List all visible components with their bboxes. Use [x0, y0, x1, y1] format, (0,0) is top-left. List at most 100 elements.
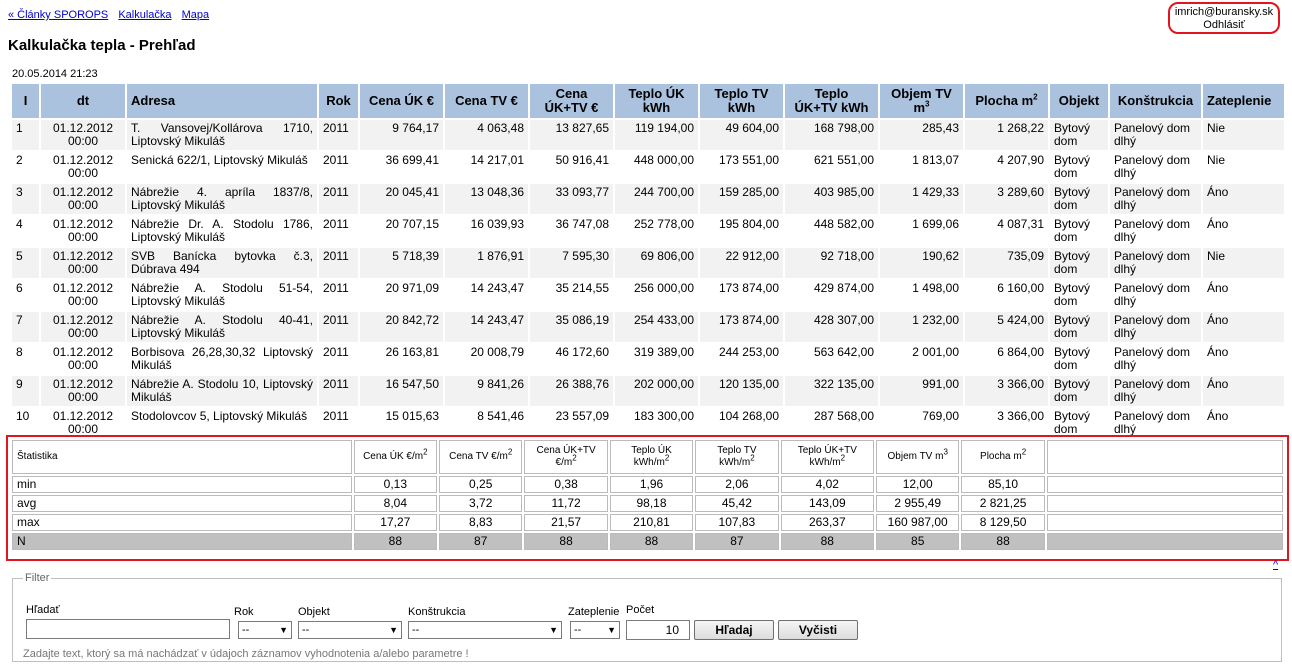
- cell-konstrukcia: Panelový dom dlhý: [1110, 280, 1201, 310]
- cell-adresa: Stodolovcov 5, Liptovský Mikuláš: [127, 408, 317, 438]
- cell-konstrukcia: Panelový dom dlhý: [1110, 184, 1201, 214]
- stat-row: N 88 87 88 88 87 88 85 88: [12, 533, 1283, 550]
- cell-zateplenie: Áno: [1203, 184, 1284, 214]
- cell-cena-uk: 20 045,41: [360, 184, 443, 214]
- konstrukcia-label: Konštrukcia: [408, 606, 466, 618]
- stat-plocha: 88: [961, 533, 1045, 550]
- cell-zateplenie: Áno: [1203, 344, 1284, 374]
- rok-label: Rok: [234, 606, 254, 618]
- stat-header-cena-uk: Cena ÚK €/m2: [353, 440, 438, 474]
- cell-teplo-tv: 120 135,00: [700, 376, 783, 406]
- nav-link-calculator[interactable]: Kalkulačka: [118, 9, 172, 21]
- cell-dt: 01.12.2012 00:00: [41, 120, 125, 150]
- cell-plocha: 3 366,00: [965, 376, 1048, 406]
- cell-adresa: Nábrežie Dr. A. Stodolu 1786, Liptovský …: [127, 216, 317, 246]
- col-header-plocha[interactable]: Plocha m2: [965, 84, 1048, 118]
- cell-cena-uk-tv: 35 214,55: [530, 280, 613, 310]
- stat-teplo-tv: 2,06: [695, 476, 779, 493]
- cell-adresa: Nábrežie A. Stodolu 10, Liptovský Mikulá…: [127, 376, 317, 406]
- cell-cena-tv: 1 876,91: [445, 248, 528, 278]
- cell-zateplenie: Nie: [1203, 248, 1284, 278]
- back-to-top-link[interactable]: ^: [1273, 559, 1279, 571]
- cell-i: 9: [12, 376, 39, 406]
- cell-i: 5: [12, 248, 39, 278]
- table-row: 10 01.12.2012 00:00 Stodolovcov 5, Liptovs…: [12, 408, 1284, 438]
- table-row: 2 01.12.2012 00:00 Senická 622/1, Liptovsk…: [12, 152, 1284, 182]
- filter-hint: Zadajte text, ktorý sa má nachádzať v úd…: [23, 648, 469, 660]
- cell-plocha: 6 864,00: [965, 344, 1048, 374]
- cell-objem-tv: 769,00: [880, 408, 963, 438]
- cell-cena-tv: 4 063,48: [445, 120, 528, 150]
- logout-link[interactable]: Odhlásiť: [1203, 19, 1245, 31]
- nav-link-map[interactable]: Mapa: [181, 9, 210, 21]
- stat-label: avg: [12, 495, 352, 512]
- objekt-select[interactable]: -- ▼: [298, 621, 402, 639]
- cell-rok: 2011: [319, 120, 358, 150]
- col-header-objekt[interactable]: Objekt: [1050, 84, 1108, 118]
- cell-rok: 2011: [319, 312, 358, 342]
- table-row: 6 01.12.2012 00:00 Nábrežie A. Stodolu 51-…: [12, 280, 1284, 310]
- col-header-teplo-uk-tv[interactable]: Teplo ÚK+TV kWh: [785, 84, 878, 118]
- cell-plocha: 5 424,00: [965, 312, 1048, 342]
- col-header-zateplenie[interactable]: Zateplenie: [1203, 84, 1284, 118]
- pocet-label: Počet: [626, 604, 655, 616]
- stat-teplo-uk: 98,18: [609, 495, 694, 512]
- stat-header-teplo-uk-tv: Teplo ÚK+TV kWh/m2: [780, 440, 875, 474]
- stat-teplo-uk-tv: 263,37: [780, 514, 875, 531]
- objekt-label: Objekt: [298, 606, 330, 618]
- rok-select[interactable]: -- ▼: [238, 621, 292, 639]
- stat-header-teplo-uk: Teplo ÚK kWh/m2: [609, 440, 694, 474]
- table-row: 5 01.12.2012 00:00 SVB Banícka bytovka č.3…: [12, 248, 1284, 278]
- zateplenie-chevron-down-icon: ▼: [607, 625, 616, 635]
- pocet-input[interactable]: [626, 620, 690, 640]
- zateplenie-select[interactable]: -- ▼: [570, 621, 620, 639]
- col-header-cena-uk-tv[interactable]: Cena ÚK+TV €: [530, 84, 613, 118]
- cell-cena-uk: 20 842,72: [360, 312, 443, 342]
- cell-dt: 01.12.2012 00:00: [41, 408, 125, 438]
- cell-zateplenie: Áno: [1203, 280, 1284, 310]
- cell-teplo-tv: 49 604,00: [700, 120, 783, 150]
- nav-link-articles[interactable]: « Články SPOROPS: [8, 9, 109, 21]
- stat-teplo-tv: 87: [695, 533, 779, 550]
- clear-button[interactable]: Vyčisti: [778, 620, 858, 640]
- cell-teplo-uk-tv: 448 582,00: [785, 216, 878, 246]
- page-title: Kalkulačka tepla - Prehľad: [8, 37, 196, 54]
- stat-objem-tv: 85: [876, 533, 960, 550]
- stat-header-empty: [1046, 440, 1283, 474]
- col-header-rok[interactable]: Rok: [319, 84, 358, 118]
- cell-cena-uk-tv: 13 827,65: [530, 120, 613, 150]
- filter-panel: Filter Hľadať Rok -- ▼ Objekt -- ▼ Konšt…: [12, 572, 1282, 662]
- col-header-konstrukcia[interactable]: Konštrukcia: [1110, 84, 1201, 118]
- cell-objem-tv: 1 429,33: [880, 184, 963, 214]
- cell-objekt: Bytový dom: [1050, 280, 1108, 310]
- stat-header-label: Štatistika: [12, 440, 352, 474]
- stat-objem-tv: 12,00: [876, 476, 960, 493]
- cell-adresa: SVB Banícka bytovka č.3, Dúbrava 494: [127, 248, 317, 278]
- cell-adresa: Senická 622/1, Liptovský Mikuláš: [127, 152, 317, 182]
- cell-objekt: Bytový dom: [1050, 152, 1108, 182]
- konstrukcia-select[interactable]: -- ▼: [408, 621, 562, 639]
- col-header-objem-tv[interactable]: Objem TV m3: [880, 84, 963, 118]
- cell-zateplenie: Áno: [1203, 216, 1284, 246]
- cell-cena-uk: 9 764,17: [360, 120, 443, 150]
- col-header-i[interactable]: I: [12, 84, 39, 118]
- cell-rok: 2011: [319, 216, 358, 246]
- search-input[interactable]: [26, 619, 230, 639]
- cell-cena-uk-tv: 46 172,60: [530, 344, 613, 374]
- cell-rok: 2011: [319, 184, 358, 214]
- stat-teplo-tv: 107,83: [695, 514, 779, 531]
- cell-cena-uk-tv: 50 916,41: [530, 152, 613, 182]
- col-header-cena-uk[interactable]: Cena ÚK €: [360, 84, 443, 118]
- stat-cena-tv: 8,83: [439, 514, 523, 531]
- top-nav: « Články SPOROPS Kalkulačka Mapa: [8, 9, 216, 21]
- cell-plocha: 735,09: [965, 248, 1048, 278]
- col-header-teplo-tv[interactable]: Teplo TV kWh: [700, 84, 783, 118]
- search-button[interactable]: Hľadaj: [694, 620, 774, 640]
- col-header-cena-tv[interactable]: Cena TV €: [445, 84, 528, 118]
- col-header-adresa[interactable]: Adresa: [127, 84, 317, 118]
- col-header-dt[interactable]: dt: [41, 84, 125, 118]
- cell-konstrukcia: Panelový dom dlhý: [1110, 408, 1201, 438]
- cell-konstrukcia: Panelový dom dlhý: [1110, 248, 1201, 278]
- col-header-teplo-uk[interactable]: Teplo ÚK kWh: [615, 84, 698, 118]
- cell-dt: 01.12.2012 00:00: [41, 280, 125, 310]
